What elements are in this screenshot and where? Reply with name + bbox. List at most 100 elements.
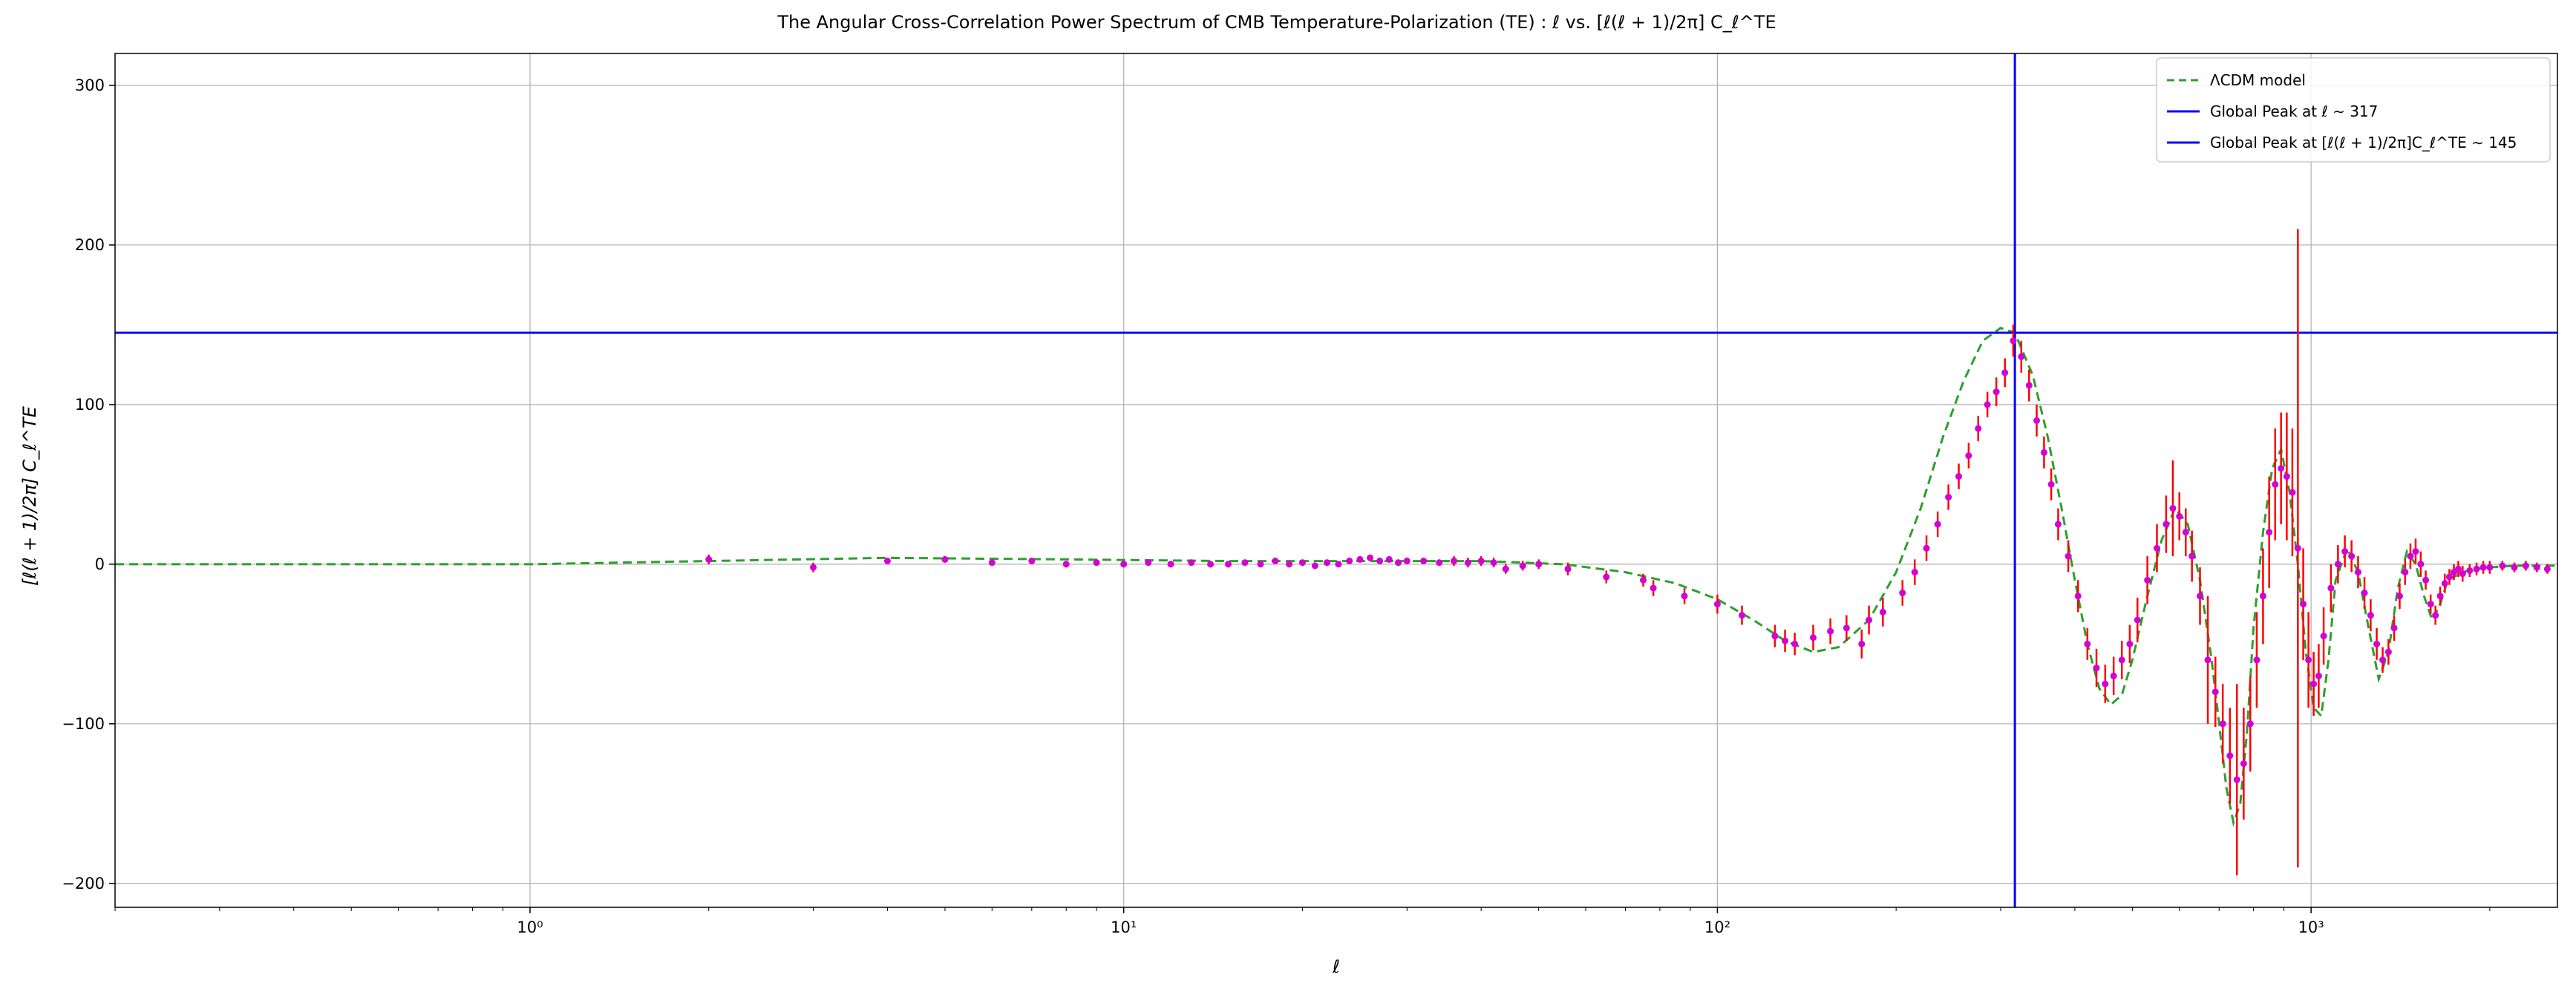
data-point (1564, 565, 1572, 572)
data-point (2126, 640, 2134, 647)
data-point (2118, 656, 2125, 664)
data-point (2163, 520, 2170, 528)
data-point (2486, 564, 2494, 571)
data-point (1827, 627, 1834, 635)
data-point (1490, 559, 1497, 567)
data-point (2402, 569, 2409, 576)
data-point (1519, 562, 1526, 569)
data-point (2432, 612, 2439, 619)
data-point (1640, 576, 1647, 584)
data-point (1120, 561, 1128, 568)
data-point (705, 555, 713, 563)
data-point (2093, 665, 2100, 672)
data-point (2373, 640, 2381, 647)
y-tick-label: 300 (75, 76, 105, 94)
data-point (2422, 576, 2430, 584)
legend-box (2156, 57, 2551, 163)
data-point (2054, 520, 2062, 528)
data-point (2240, 760, 2247, 768)
data-point (2441, 580, 2448, 587)
data-point (1975, 425, 1982, 432)
data-point (2211, 688, 2219, 696)
data-point (2176, 512, 2183, 520)
data-point (1451, 558, 1458, 565)
data-point (2018, 353, 2025, 360)
data-point (2396, 593, 2403, 600)
data-point (1376, 558, 1384, 565)
data-point (1934, 520, 1941, 528)
data-point (1965, 452, 1972, 460)
y-tick-label: −200 (62, 875, 105, 892)
data-point (2354, 569, 2361, 576)
legend: ΛCDM model Global Peak at ℓ ∼ 317 Global P… (2156, 57, 2551, 163)
data-point (2459, 570, 2466, 578)
data-point (1356, 555, 1364, 563)
data-point (1167, 561, 1174, 568)
data-point (2543, 565, 2551, 572)
data-point (2320, 633, 2327, 640)
data-point (1843, 624, 1850, 632)
data-point (2445, 573, 2453, 581)
data-point (2367, 612, 2374, 619)
series-layer (115, 53, 2557, 907)
data-point (2246, 720, 2254, 728)
data-point (1945, 494, 1952, 501)
y-tick-label: −100 (62, 715, 105, 733)
data-point (2204, 656, 2211, 664)
data-point (2522, 562, 2529, 569)
data-point (883, 558, 891, 565)
data-point (2334, 561, 2341, 568)
data-point (2348, 552, 2356, 560)
data-point (1858, 640, 1866, 647)
data-point (810, 564, 817, 571)
data-point (1298, 559, 1306, 567)
data-point (2197, 593, 2204, 600)
data-point (2533, 564, 2540, 571)
data-point (2278, 465, 2285, 472)
data-point (1911, 569, 1918, 576)
data-point (2253, 656, 2260, 664)
data-point (1681, 593, 1688, 600)
data-point (1899, 590, 1906, 597)
data-point (2427, 601, 2434, 608)
ticks: −200 −100 0 100 200 300 10⁰ 10¹ 10² 10³ (62, 76, 2491, 936)
data-point (1866, 616, 1873, 624)
data-point (2412, 548, 2419, 555)
x-tick-label: 10² (1704, 918, 1730, 936)
plot-frame (114, 53, 2558, 908)
data-point (2300, 601, 2307, 608)
y-tick-label: 100 (75, 396, 105, 414)
data-point (1771, 633, 1779, 640)
data-point (1464, 559, 1471, 567)
data-point (2327, 584, 2335, 592)
data-point (1436, 559, 1443, 567)
data-point (2065, 552, 2072, 560)
x-axis-label: ℓ (1332, 956, 1340, 977)
data-point (2010, 337, 2017, 345)
data-point (2294, 544, 2301, 552)
data-point (1093, 559, 1100, 567)
data-point (2182, 529, 2189, 536)
data-point (2272, 480, 2279, 488)
data-point (1477, 558, 1485, 565)
data-point (1782, 637, 1789, 644)
y-tick-label: 0 (95, 555, 105, 573)
data-point (1324, 559, 1331, 567)
legend-label: Global Peak at [ℓ(ℓ + 1)/2π]C_ℓ^TE ∼ 145 (2210, 134, 2517, 151)
data-point (1062, 561, 1070, 568)
data-point (2454, 565, 2462, 572)
data-point (1993, 388, 2000, 396)
data-point (1385, 555, 1393, 563)
data-point (1650, 584, 1657, 592)
data-point (2341, 548, 2349, 555)
data-point (2219, 720, 2226, 728)
data-point (1346, 558, 1353, 565)
data-point (2283, 473, 2290, 480)
data-point (2233, 776, 2240, 783)
data-point (1420, 558, 1428, 565)
data-point (1028, 558, 1036, 565)
data-point (2102, 680, 2109, 688)
data-point (1272, 558, 1279, 565)
data-point (2499, 562, 2506, 569)
